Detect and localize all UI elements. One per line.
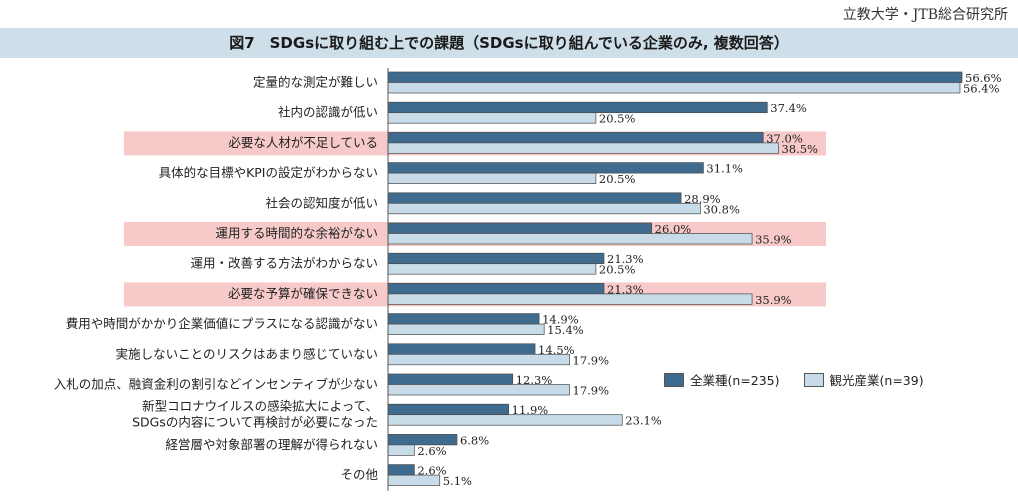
data-label: 37.4%	[770, 101, 807, 115]
bar-series1	[387, 313, 540, 325]
data-label: 23.1%	[625, 414, 662, 428]
category-label: 運用・改善する方法がわからない	[190, 256, 378, 271]
bar-series2	[387, 233, 753, 245]
category-label: 具体的な目標やKPIの設定がわからない	[159, 165, 378, 180]
chart-legend: 全業種(n=235) 観光産業(n=39)	[664, 370, 924, 389]
bar-series1	[387, 283, 605, 295]
bar-series2	[387, 82, 961, 94]
category-label: 新型コロナウイルスの感染拡大によって、	[142, 399, 378, 414]
data-label: 31.1%	[706, 162, 743, 176]
data-label: 26.0%	[655, 222, 692, 236]
data-label: 17.9%	[573, 384, 610, 398]
bar-series1	[387, 101, 768, 114]
data-label: 35.9%	[755, 293, 792, 307]
data-label: 20.5%	[599, 112, 636, 126]
data-label: 35.9%	[755, 233, 792, 247]
bar-series1	[387, 464, 415, 476]
data-label: 5.1%	[443, 474, 472, 488]
bar-series2	[387, 263, 597, 275]
data-label: 15.4%	[547, 323, 584, 337]
bar-series2	[387, 202, 701, 215]
category-label: 実施しないことのリスクはあまり感じていない	[116, 346, 378, 361]
data-label: 56.6%	[965, 71, 1002, 85]
bar-series2	[387, 384, 570, 396]
bar-series1	[387, 343, 536, 355]
data-label: 28.9%	[684, 192, 721, 206]
data-label: 14.5%	[538, 343, 575, 357]
data-label: 21.3%	[607, 252, 644, 266]
legend-label-series2: 観光産業(n=39)	[829, 373, 924, 388]
category-label: SDGsの内容について再検討が必要になった	[132, 415, 378, 430]
data-label: 17.9%	[573, 353, 610, 367]
category-label: 必要な予算が確保できない	[228, 286, 378, 301]
bar-series1	[387, 252, 605, 265]
data-label: 20.5%	[599, 263, 636, 277]
bar-series2	[387, 414, 623, 426]
category-label: 社内の認識が低い	[278, 105, 378, 120]
data-label: 21.3%	[607, 282, 644, 296]
bar-series1	[387, 132, 764, 144]
data-label: 6.8%	[460, 433, 489, 447]
category-label: その他	[340, 467, 378, 482]
legend-swatch-series1	[664, 372, 684, 387]
bar-series1	[387, 222, 653, 234]
bar-series1	[387, 192, 682, 204]
category-label: 運用する時間的な余裕がない	[215, 226, 378, 241]
bar-series2	[387, 444, 415, 456]
data-label: 2.6%	[417, 444, 446, 458]
bar-series1	[387, 373, 514, 385]
data-label: 14.9%	[542, 313, 579, 327]
bar-series2	[387, 172, 597, 184]
title-band	[0, 28, 1018, 58]
category-label: 経営層や対象部署の理解が得られない	[165, 437, 378, 452]
bar-series1	[387, 403, 510, 416]
bar-series2	[387, 323, 545, 335]
bar-series2	[387, 474, 441, 486]
category-label: 定量的な測定が難しい	[253, 75, 378, 90]
data-label: 38.5%	[781, 142, 818, 156]
legend-swatch-series2	[803, 372, 824, 387]
data-label: 12.3%	[516, 373, 553, 387]
category-label: 入札の加点、融資金利の割引などインセンティブが少ない	[54, 377, 378, 392]
data-label: 56.4%	[963, 82, 1000, 96]
category-label: 社会の認知度が低い	[265, 195, 378, 210]
chart-title: 図7 SDGsに取り組む上での課題（SDGsに取り組んでいる企業のみ, 複数回答…	[229, 34, 789, 52]
data-label: 2.6%	[417, 464, 446, 478]
source-credit: 立教大学・JTB総合研究所	[842, 7, 1008, 23]
bar-series2	[387, 293, 753, 305]
data-label: 20.5%	[599, 172, 636, 186]
category-label: 必要な人材が不足している	[228, 135, 378, 150]
bar-series2	[387, 142, 779, 154]
bar-series2	[387, 112, 597, 124]
bar-series2	[387, 353, 570, 366]
data-label: 30.8%	[703, 202, 740, 216]
category-label: 費用や時間がかかり企業価値にプラスになる認識がない	[66, 316, 378, 331]
data-label: 37.0%	[766, 131, 803, 145]
bar-series1	[387, 162, 704, 174]
bar-series1	[387, 71, 963, 83]
data-label: 11.9%	[512, 403, 549, 417]
legend-label-series1: 全業種(n=235)	[690, 373, 780, 388]
